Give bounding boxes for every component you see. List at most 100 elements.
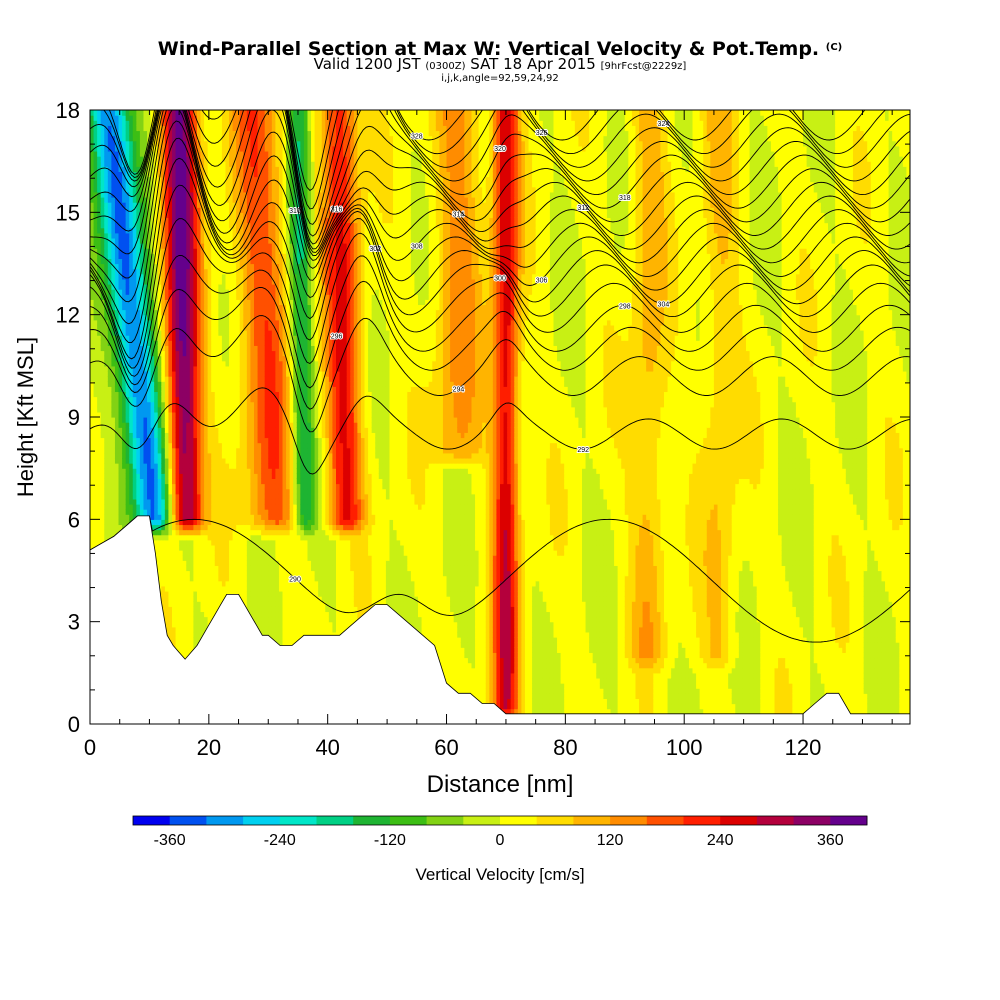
velocity-cell <box>119 258 123 264</box>
velocity-cell <box>104 391 108 397</box>
velocity-cell <box>90 187 94 193</box>
velocity-cell <box>136 422 140 428</box>
velocity-cell <box>151 484 155 490</box>
velocity-cell <box>115 484 119 490</box>
velocity-cell <box>140 125 144 131</box>
velocity-cell <box>104 248 108 254</box>
velocity-cell <box>151 473 155 479</box>
velocity-cell <box>104 345 108 351</box>
velocity-cell <box>115 115 119 121</box>
velocity-cell <box>90 443 94 449</box>
velocity-cell <box>136 223 140 229</box>
velocity-cell <box>111 514 115 520</box>
velocity-cell <box>129 489 133 495</box>
velocity-cell <box>143 484 147 490</box>
velocity-cell <box>129 110 133 116</box>
velocity-cell <box>101 166 105 172</box>
velocity-cell <box>140 110 144 116</box>
velocity-cell <box>101 136 105 142</box>
velocity-cell <box>129 484 133 490</box>
velocity-cell <box>97 519 101 525</box>
velocity-cell <box>119 115 123 121</box>
velocity-cell <box>97 130 101 136</box>
velocity-cell <box>90 177 94 183</box>
velocity-cell <box>119 217 123 223</box>
velocity-cell <box>97 197 101 203</box>
velocity-cell <box>94 376 98 382</box>
velocity-cell <box>129 130 133 136</box>
velocity-cell <box>136 115 140 121</box>
velocity-cell <box>129 448 133 454</box>
velocity-cell <box>129 417 133 423</box>
velocity-cell <box>90 294 94 300</box>
velocity-cell <box>90 386 94 392</box>
velocity-cell <box>122 125 126 131</box>
velocity-cell <box>136 289 140 295</box>
velocity-cell <box>97 356 101 362</box>
velocity-cell <box>133 146 137 152</box>
velocity-cell <box>111 412 115 418</box>
velocity-cell <box>104 417 108 423</box>
velocity-cell <box>111 432 115 438</box>
velocity-cell <box>129 264 133 270</box>
velocity-cell <box>122 432 126 438</box>
velocity-cell <box>94 463 98 469</box>
velocity-cell <box>97 258 101 264</box>
velocity-cell <box>111 504 115 510</box>
velocity-cell <box>119 427 123 433</box>
velocity-cell <box>97 499 101 505</box>
velocity-cell <box>143 489 147 495</box>
velocity-cell <box>97 161 101 167</box>
velocity-cell <box>115 499 119 505</box>
velocity-cell <box>101 115 105 121</box>
velocity-cell <box>129 187 133 193</box>
velocity-cell <box>90 376 94 382</box>
velocity-cell <box>140 412 144 418</box>
velocity-cell <box>115 489 119 495</box>
velocity-cell <box>129 156 133 162</box>
velocity-cell <box>101 437 105 443</box>
velocity-cell <box>101 397 105 403</box>
velocity-cell <box>119 279 123 285</box>
velocity-cell <box>129 233 133 239</box>
velocity-cell <box>129 310 133 316</box>
velocity-cell <box>104 453 108 459</box>
velocity-cell <box>94 233 98 239</box>
velocity-cell <box>101 340 105 346</box>
velocity-cell <box>136 269 140 275</box>
velocity-cell <box>140 427 144 433</box>
velocity-cell <box>122 325 126 331</box>
velocity-cell <box>129 197 133 203</box>
velocity-cell <box>94 468 98 474</box>
velocity-cell <box>115 422 119 428</box>
velocity-cell <box>90 202 94 208</box>
velocity-cell <box>119 238 123 244</box>
velocity-cell <box>94 253 98 259</box>
velocity-cell <box>133 499 137 505</box>
velocity-cell <box>94 432 98 438</box>
velocity-cell <box>126 279 130 285</box>
velocity-cell <box>101 402 105 408</box>
velocity-cell <box>129 223 133 229</box>
velocity-cell <box>104 412 108 418</box>
velocity-cell <box>94 530 98 536</box>
velocity-cell <box>104 504 108 510</box>
velocity-cell <box>111 417 115 423</box>
velocity-cell <box>104 330 108 336</box>
velocity-cell <box>90 130 94 136</box>
velocity-cell <box>101 407 105 413</box>
velocity-cell <box>90 540 94 546</box>
velocity-cell <box>133 125 137 131</box>
velocity-cell <box>90 366 94 372</box>
velocity-cell <box>136 412 140 418</box>
velocity-cell <box>136 458 140 464</box>
velocity-cell <box>111 233 115 239</box>
velocity-cell <box>126 453 130 459</box>
velocity-cell <box>143 463 147 469</box>
velocity-cell <box>104 371 108 377</box>
velocity-cell <box>90 407 94 413</box>
velocity-cell <box>122 463 126 469</box>
velocity-cell <box>119 407 123 413</box>
velocity-cell <box>90 524 94 530</box>
velocity-cell <box>151 514 155 520</box>
